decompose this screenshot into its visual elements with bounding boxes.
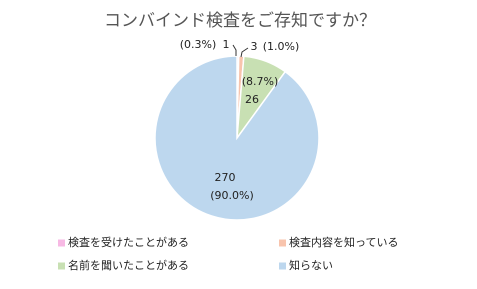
chart-title: コンバインド検査をご存知ですか？ xyxy=(104,11,376,31)
legend-label: 知らない xyxy=(289,258,333,272)
leader-line xyxy=(240,47,249,58)
legend-label: 検査を受けたことがある xyxy=(68,235,189,249)
legend-swatch xyxy=(58,262,65,270)
legend-swatch xyxy=(279,239,286,247)
legend-swatch xyxy=(58,239,65,247)
percent-label: (90.0%) xyxy=(210,189,254,202)
percent-label: (0.3%) xyxy=(180,38,217,51)
percent-label: (1.0%) xyxy=(263,40,300,53)
value-label: 3 xyxy=(251,40,258,53)
legend-swatch xyxy=(279,262,286,270)
pie-slice xyxy=(154,55,320,221)
leader-line xyxy=(232,44,237,56)
value-label: 1 xyxy=(223,38,230,51)
value-label: 26 xyxy=(245,93,259,106)
legend-label: 検査内容を知っている xyxy=(289,235,398,249)
legend-label: 名前を聞いたことがある xyxy=(68,258,189,272)
value-label: 270 xyxy=(215,171,236,184)
percent-label: (8.7%) xyxy=(242,75,279,88)
